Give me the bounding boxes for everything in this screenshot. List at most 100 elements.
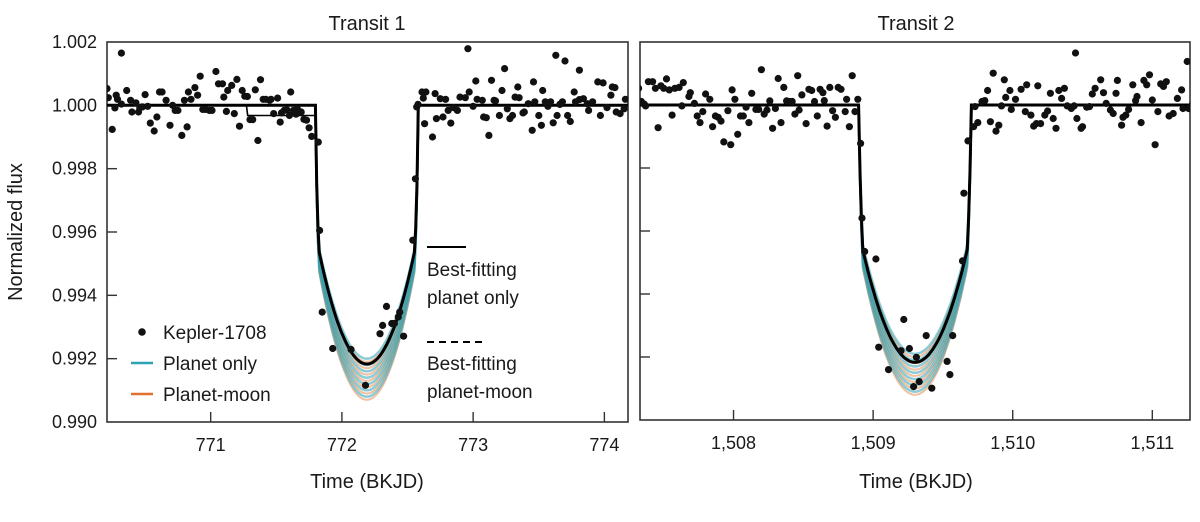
data-point — [575, 66, 584, 74]
planet-moon-sample-curve — [640, 104, 1190, 390]
data-point — [276, 118, 284, 126]
data-point — [256, 76, 265, 84]
data-point — [872, 255, 880, 263]
data-point — [1091, 84, 1099, 92]
data-point — [274, 94, 282, 102]
data-point — [1071, 49, 1080, 57]
data-point — [831, 113, 840, 121]
legend-label-data: Kepler-1708 — [163, 323, 267, 344]
data-point — [858, 214, 866, 222]
data-point — [742, 103, 750, 111]
data-point — [1046, 89, 1054, 97]
data-point — [997, 102, 1006, 110]
data-point — [461, 94, 469, 102]
data-point — [984, 86, 992, 95]
data-point — [958, 257, 967, 265]
data-point — [1189, 101, 1190, 106]
data-point — [788, 97, 796, 106]
data-point — [739, 112, 747, 120]
data-point — [724, 107, 732, 115]
panel-transit-1: Transit 1 Time (BKJD) 1.002 1.000 0.998 0.9… — [52, 13, 629, 493]
best-fit-legend: Best-fitting planet only Best-fitting pl… — [427, 246, 533, 403]
data-point — [808, 86, 816, 95]
data-point — [361, 381, 370, 389]
data-point — [679, 79, 687, 87]
data-point — [819, 89, 827, 97]
planet-only-sample-curve — [107, 104, 628, 360]
data-point — [1034, 82, 1042, 90]
data-point — [709, 123, 717, 131]
data-point — [184, 88, 192, 96]
data-point — [396, 308, 404, 316]
data-point — [180, 96, 188, 104]
data-point — [1011, 95, 1020, 103]
data-point — [428, 133, 437, 141]
data-point — [235, 122, 244, 130]
best-fit-planet-moon-line2: planet-moon — [427, 382, 533, 403]
data-point — [108, 125, 116, 133]
x-tick-label: 771 — [196, 435, 226, 455]
data-point — [1151, 141, 1159, 149]
data-point — [196, 72, 204, 80]
data-point — [974, 119, 982, 127]
data-point — [558, 98, 567, 106]
data-point — [585, 106, 593, 114]
data-point — [922, 332, 930, 340]
data-point — [989, 69, 997, 77]
data-point — [561, 57, 569, 65]
data-point — [995, 121, 1003, 129]
data-point — [495, 111, 503, 120]
data-point — [1023, 81, 1031, 89]
y-tick-label: 1.000 — [52, 95, 97, 115]
data-point — [1088, 90, 1096, 98]
data-point — [841, 108, 849, 116]
data-point — [798, 91, 806, 99]
data-point — [946, 371, 954, 379]
data-point — [308, 132, 316, 140]
best-fit-planet-only-line2: planet only — [427, 288, 519, 309]
data-point — [829, 107, 837, 115]
data-point — [845, 123, 854, 131]
data-point — [690, 99, 699, 107]
data-point — [660, 84, 668, 92]
data-point — [1097, 76, 1105, 84]
data-point — [153, 113, 161, 121]
data-point — [745, 119, 753, 127]
data-point — [166, 121, 174, 129]
data-point — [857, 139, 865, 147]
data-point — [1017, 85, 1025, 93]
panel-transit-2: Transit 2 Time (BKJD) 1,508 1,509 1,510 1,5… — [639, 13, 1191, 493]
data-point — [854, 95, 862, 103]
data-point — [1085, 103, 1094, 111]
data-point — [1112, 89, 1120, 97]
data-point — [1183, 57, 1190, 66]
data-point — [329, 344, 337, 353]
data-point — [971, 103, 979, 111]
data-point — [376, 330, 384, 338]
data-point — [347, 345, 355, 354]
data-point — [191, 84, 199, 92]
data-point — [795, 106, 803, 114]
data-point — [1021, 108, 1029, 116]
data-point — [318, 308, 326, 316]
data-point — [439, 113, 447, 121]
data-point — [699, 108, 707, 116]
data-point — [432, 115, 440, 123]
data-point — [316, 226, 324, 234]
data-point — [453, 106, 461, 114]
data-point — [1122, 111, 1130, 119]
data-point — [150, 127, 158, 135]
data-point — [283, 106, 291, 114]
y-tick-label: 0.996 — [52, 222, 97, 242]
data-point — [910, 383, 918, 391]
data-point — [514, 83, 522, 91]
data-point — [447, 119, 455, 127]
data-point — [731, 95, 739, 103]
data-point — [757, 66, 766, 74]
data-point — [1145, 71, 1154, 79]
data-point — [305, 124, 313, 132]
data-point — [884, 366, 893, 374]
legend-label-planet-moon: Planet-moon — [163, 385, 271, 406]
planet-only-sample-curve — [107, 104, 628, 392]
data-point — [720, 138, 728, 146]
